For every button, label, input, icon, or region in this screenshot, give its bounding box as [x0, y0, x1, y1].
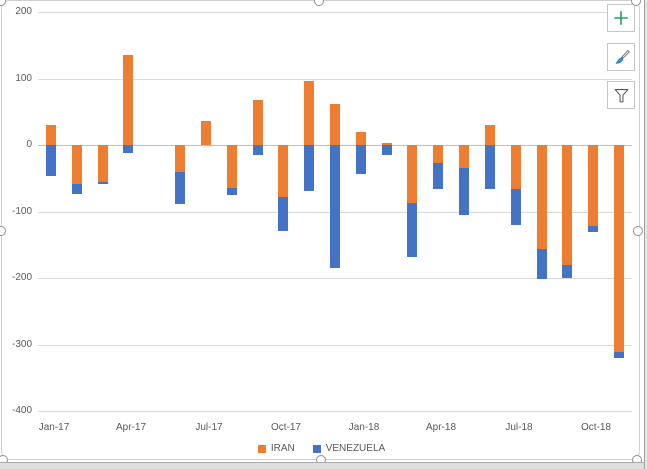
bar-segment-venezuela-Apr-18[interactable] [433, 163, 443, 189]
bar-segment-venezuela-Jan-18[interactable] [356, 145, 366, 175]
gridline--200 [38, 278, 632, 279]
bar-segment-venezuela-Feb-17[interactable] [72, 184, 82, 195]
bar-segment-iran-May-18[interactable] [459, 145, 469, 168]
bar-segment-iran-Mar-17[interactable] [98, 145, 108, 182]
bar-segment-iran-Nov-17[interactable] [304, 81, 314, 145]
bar-segment-venezuela-Apr-17[interactable] [123, 145, 133, 153]
bar-segment-iran-Jan-18[interactable] [356, 131, 366, 145]
bar-segment-iran-Oct-17[interactable] [278, 145, 288, 197]
bar-segment-iran-Aug-18[interactable] [537, 145, 547, 250]
bar-segment-venezuela-May-18[interactable] [459, 167, 469, 216]
bar-segment-venezuela-Nov-17[interactable] [304, 145, 314, 191]
chart-elements-button[interactable] [607, 4, 635, 32]
gridline-100 [38, 79, 632, 80]
bar-segment-venezuela-Oct-18[interactable] [588, 225, 598, 232]
legend-label-iran: IRAN [270, 443, 295, 454]
x-tick-label-Jan-18: Jan-18 [348, 422, 380, 433]
x-tick-label-Apr-17: Apr-17 [115, 422, 146, 433]
bar-segment-iran-Aug-17[interactable] [227, 145, 237, 189]
gridline-200 [38, 12, 632, 13]
y-tick-label--400: -400 [11, 405, 32, 416]
chart-styles-button[interactable] [607, 43, 635, 71]
worksheet-edge-right [644, 0, 647, 469]
funnel-icon [612, 86, 631, 105]
bar-segment-venezuela-Mar-17[interactable] [98, 181, 108, 184]
chart-filters-button[interactable] [607, 81, 635, 109]
legend-swatch-venezuela [312, 445, 321, 453]
legend-label-venezuela: VENEZUELA [325, 443, 386, 454]
chart-legend[interactable]: IRAN VENEZUELA [2, 442, 641, 456]
y-tick-label--200: -200 [11, 272, 32, 283]
bar-segment-iran-Sep-18[interactable] [562, 145, 572, 265]
bar-segment-venezuela-Oct-17[interactable] [278, 196, 288, 231]
selection-handle-top-center[interactable] [314, 0, 324, 6]
plus-icon [612, 9, 630, 27]
bar-segment-venezuela-Jun-17[interactable] [175, 172, 185, 205]
bar-segment-venezuela-Feb-18[interactable] [382, 145, 392, 155]
bar-segment-iran-Jan-17[interactable] [46, 125, 56, 145]
worksheet-edge-bottom [0, 462, 647, 469]
x-tick-label-Oct-17: Oct-17 [270, 422, 301, 433]
bar-segment-venezuela-Aug-18[interactable] [537, 249, 547, 279]
bar-segment-iran-Jul-17[interactable] [201, 121, 211, 145]
bar-segment-iran-Dec-17[interactable] [330, 103, 340, 145]
bar-segment-iran-Feb-17[interactable] [72, 145, 82, 185]
bar-segment-venezuela-Nov-18[interactable] [614, 351, 624, 359]
y-tick-label--300: -300 [11, 339, 32, 350]
selection-handle-top-right[interactable] [631, 0, 641, 6]
bar-segment-venezuela-Sep-18[interactable] [562, 264, 572, 278]
x-tick-label-Jul-17: Jul-17 [195, 422, 223, 433]
bar-segment-iran-Jun-18[interactable] [485, 125, 495, 145]
chart-area[interactable]: 200 100 0 -100 -200 -300 -400 Jan-17 Apr-17 Jul-… [1, 0, 640, 460]
bar-segment-venezuela-Mar-18[interactable] [407, 202, 417, 258]
bar-segment-venezuela-Jul-18[interactable] [511, 188, 521, 226]
gridline--400 [38, 411, 632, 412]
bar-segment-iran-Oct-18[interactable] [588, 145, 598, 226]
bar-segment-iran-Nov-18[interactable] [614, 145, 624, 352]
bar-segment-iran-Sep-17[interactable] [253, 99, 263, 145]
selection-handle-mid-left[interactable] [0, 226, 6, 236]
bar-segment-venezuela-Aug-17[interactable] [227, 188, 237, 196]
bar-segment-iran-Mar-18[interactable] [407, 145, 417, 203]
x-tick-label-Jan-17: Jan-17 [38, 422, 70, 433]
y-tick-label-0: 0 [26, 139, 32, 150]
bar-segment-venezuela-Jan-17[interactable] [46, 145, 56, 176]
selection-handle-top-left[interactable] [0, 0, 6, 6]
bar-segment-iran-Jun-17[interactable] [175, 145, 185, 173]
y-tick-label-200: 200 [15, 6, 32, 17]
selection-handle-mid-right[interactable] [633, 226, 643, 236]
y-tick-label--100: -100 [11, 206, 32, 217]
bar-segment-iran-Apr-17[interactable] [123, 55, 133, 145]
bar-segment-venezuela-Dec-17[interactable] [330, 145, 340, 268]
bar-segment-iran-Apr-18[interactable] [433, 145, 443, 163]
bar-segment-venezuela-Sep-17[interactable] [253, 145, 263, 155]
x-tick-label-Apr-18: Apr-18 [425, 422, 456, 433]
bar-segment-iran-Feb-18[interactable] [382, 143, 392, 145]
paintbrush-icon [612, 48, 631, 67]
legend-item-venezuela[interactable]: VENEZUELA [312, 443, 386, 454]
bar-segment-venezuela-Jun-18[interactable] [485, 145, 495, 189]
legend-item-iran[interactable]: IRAN [257, 443, 295, 454]
legend-swatch-iran [257, 445, 266, 453]
y-tick-label-100: 100 [15, 73, 32, 84]
x-tick-label-Jul-18: Jul-18 [505, 422, 533, 433]
bar-segment-iran-Jul-18[interactable] [511, 145, 521, 189]
gridline--300 [38, 345, 632, 346]
x-tick-label-Oct-18: Oct-18 [580, 422, 611, 433]
